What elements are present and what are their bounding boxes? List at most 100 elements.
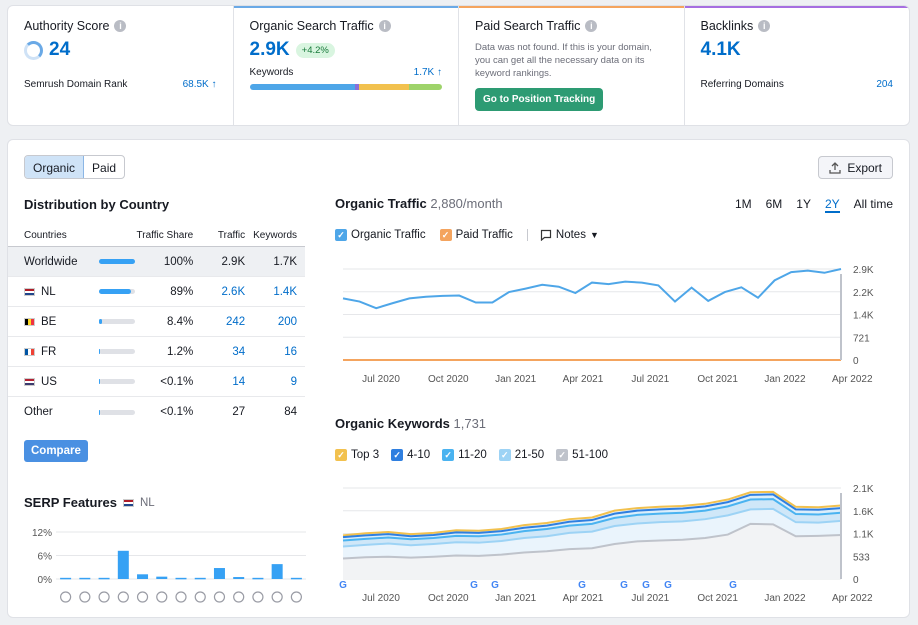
checkbox-icon[interactable]: ✓	[335, 229, 347, 241]
backlinks-card[interactable]: Backlinks i 4.1K Referring Domains 204	[684, 6, 909, 125]
keywords-value[interactable]: 200	[277, 315, 298, 328]
y-tick-label: 2.9K	[853, 265, 874, 276]
legend-item[interactable]: ✓ 11-20	[442, 449, 487, 461]
share-cell: 1.2%	[91, 346, 193, 358]
y-tick-label: 721	[853, 333, 870, 344]
organic-traffic-per-month: 2,880/month	[430, 196, 503, 211]
country-row[interactable]: BE 8.4% 242 200	[8, 307, 305, 337]
referring-domains-value[interactable]: 204	[876, 79, 893, 90]
notes-dropdown[interactable]: Notes ▼	[526, 229, 599, 241]
y-tick-label: 0	[853, 575, 859, 586]
info-icon[interactable]: i	[378, 20, 391, 32]
authority-score-card[interactable]: Authority Score i 24 Semrush Domain Rank 6…	[8, 6, 234, 125]
serp-feature-icon	[136, 591, 149, 603]
legend-item[interactable]: ✓ Top 3	[335, 449, 379, 461]
keywords-value: 1.7K	[273, 255, 298, 268]
country-name: NL	[41, 285, 56, 298]
organic-traffic-card[interactable]: Organic Search Traffic i 2.9K +4.2% Keywor…	[233, 6, 459, 125]
series-line	[342, 507, 842, 548]
google-update-icon: G	[642, 580, 650, 591]
period-all-time[interactable]: All time	[853, 197, 893, 211]
serp-feature-icon	[271, 591, 283, 603]
x-tick-label: Jan 2021	[495, 593, 537, 604]
serp-features-header: SERP Features NL	[24, 495, 155, 510]
export-button[interactable]: Export	[818, 156, 893, 179]
authority-ring-icon	[24, 40, 43, 60]
keywords-value[interactable]: 16	[284, 345, 298, 358]
legend-label: 4-10	[407, 449, 431, 461]
period-6m[interactable]: 6M	[765, 197, 783, 211]
traffic-share-value: <0.1%	[160, 375, 194, 388]
keywords-value[interactable]: 9	[290, 375, 298, 388]
period-selector: 1M 6M 1Y 2Y All time	[735, 197, 893, 213]
legend-item[interactable]: ✓ 4-10	[391, 449, 430, 461]
tab-paid[interactable]: Paid	[92, 161, 117, 175]
traffic-type-toggle: Organic Paid	[24, 155, 126, 179]
domain-rank-value[interactable]: 68.5K ↑	[182, 79, 217, 90]
series-line	[342, 493, 842, 539]
legend-item[interactable]: ✓ 51-100	[556, 449, 608, 461]
no-data-message: Data was not found. If this is your doma…	[475, 42, 652, 79]
keywords-value[interactable]: 1.7K ↑	[413, 67, 442, 78]
checkbox-icon[interactable]: ✓	[391, 449, 404, 461]
traffic-value[interactable]: 2.6K	[221, 285, 246, 298]
compare-button[interactable]: Compare	[24, 440, 88, 462]
country-name: US	[41, 375, 57, 388]
x-tick-label: Apr 2021	[563, 593, 604, 604]
traffic-value[interactable]: 242	[225, 315, 246, 328]
series-area	[343, 523, 841, 579]
country-row[interactable]: FR 1.2% 34 16	[8, 337, 305, 367]
share-cell: <0.1%	[91, 375, 194, 388]
referring-domains-label: Referring Domains	[700, 79, 784, 90]
period-2y[interactable]: 2Y	[824, 197, 840, 213]
serp-features-chart[interactable]: 12% 6% 0%	[18, 520, 308, 610]
legend-organic-traffic[interactable]: ✓ Organic Traffic	[335, 229, 426, 241]
organic-keywords-chart[interactable]: 0 533 1.1K 1.6K 2.1K Jul 2020 Oct 2020 Jan 2021…	[328, 476, 903, 606]
share-cell: 100%	[91, 256, 193, 268]
distribution-title: Distribution by Country	[24, 197, 170, 212]
country-row[interactable]: Worldwide 100% 2.9K 1.7K	[8, 247, 305, 277]
serp-feature-icon	[98, 591, 110, 603]
serp-bar	[252, 577, 264, 580]
serp-bar	[271, 564, 283, 579]
info-icon[interactable]: i	[585, 20, 598, 32]
notes-icon	[540, 229, 552, 241]
growth-badge: +4.2%	[295, 42, 335, 58]
organic-keywords-title: Organic Keywords	[335, 416, 450, 431]
traffic-value[interactable]: 34	[232, 345, 246, 358]
organic-traffic-title: Organic Search Traffic	[249, 19, 374, 33]
serp-feature-icon	[60, 591, 72, 603]
legend-label: 11-20	[458, 449, 487, 461]
keywords-value[interactable]: 1.4K	[273, 285, 298, 298]
period-1y[interactable]: 1Y	[796, 197, 811, 211]
serp-bar	[79, 577, 91, 580]
traffic-share-value: <0.1%	[160, 406, 194, 418]
traffic-share-bar	[98, 409, 135, 415]
legend-item[interactable]: ✓ 21-50	[498, 449, 545, 461]
authority-score-value: 24	[49, 39, 71, 60]
position-tracking-button[interactable]: Go to Position Tracking	[475, 88, 604, 111]
country-row[interactable]: NL 89% 2.6K 1.4K	[8, 277, 305, 307]
checkbox-icon[interactable]: ✓	[439, 229, 452, 241]
country-name: BE	[41, 315, 57, 328]
serp-feature-icon	[175, 591, 187, 603]
paid-traffic-card[interactable]: Paid Search Traffic i Data was not found.…	[459, 6, 685, 125]
checkbox-icon[interactable]: ✓	[556, 449, 569, 461]
checkbox-icon[interactable]: ✓	[442, 449, 455, 461]
legend-paid-traffic[interactable]: ✓ Paid Traffic	[439, 229, 513, 241]
checkbox-icon[interactable]: ✓	[498, 449, 511, 461]
tab-organic[interactable]: Organic	[25, 156, 85, 178]
traffic-value[interactable]: 14	[232, 375, 246, 388]
organic-traffic-chart[interactable]: 0 721 1.4K 2.2K 2.9K Jul 2020 Oct 2020 Jan 2021…	[328, 257, 903, 387]
checkbox-icon[interactable]: ✓	[335, 449, 347, 461]
period-1m[interactable]: 1M	[734, 197, 752, 211]
info-icon[interactable]: i	[758, 20, 771, 32]
y-tick-label: 1.6K	[853, 507, 874, 518]
x-tick-label: Jul 2021	[631, 374, 669, 385]
backlinks-value: 4.1K	[700, 39, 741, 60]
legend-label: 21-50	[514, 449, 545, 461]
country-row[interactable]: Other <0.1% 27 84	[8, 397, 305, 427]
country-row[interactable]: US <0.1% 14 9	[8, 367, 305, 397]
info-icon[interactable]: i	[114, 20, 127, 32]
traffic-legend: ✓ Organic Traffic ✓ Paid Traffic Notes ▼	[335, 229, 599, 241]
